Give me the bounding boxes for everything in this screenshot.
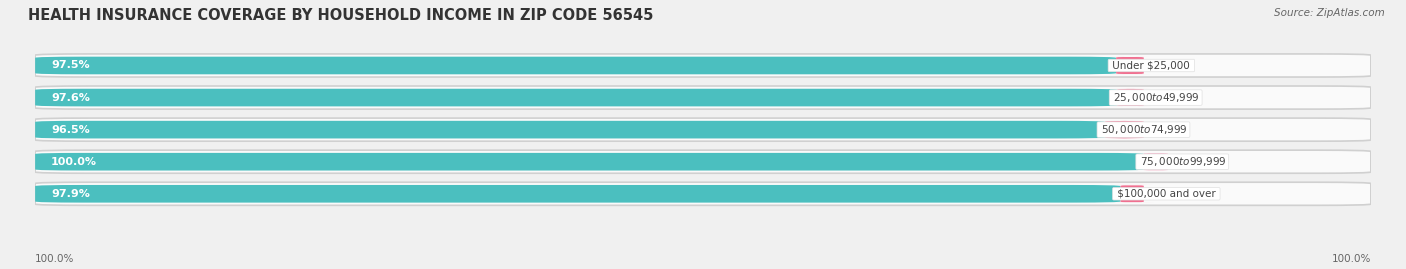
Text: HEALTH INSURANCE COVERAGE BY HOUSEHOLD INCOME IN ZIP CODE 56545: HEALTH INSURANCE COVERAGE BY HOUSEHOLD I… xyxy=(28,8,654,23)
Text: $50,000 to $74,999: $50,000 to $74,999 xyxy=(1098,123,1188,136)
FancyBboxPatch shape xyxy=(35,86,1371,109)
FancyBboxPatch shape xyxy=(35,185,1121,203)
Text: 96.5%: 96.5% xyxy=(51,125,90,135)
Text: $25,000 to $49,999: $25,000 to $49,999 xyxy=(1111,91,1201,104)
Text: 3.5%: 3.5% xyxy=(1160,125,1188,135)
FancyBboxPatch shape xyxy=(35,54,1371,77)
FancyBboxPatch shape xyxy=(1144,153,1168,171)
Text: 0.0%: 0.0% xyxy=(1160,157,1188,167)
Text: 97.5%: 97.5% xyxy=(51,61,90,70)
Text: 100.0%: 100.0% xyxy=(35,254,75,264)
Text: Source: ZipAtlas.com: Source: ZipAtlas.com xyxy=(1274,8,1385,18)
Text: $100,000 and over: $100,000 and over xyxy=(1114,189,1219,199)
Text: 97.9%: 97.9% xyxy=(51,189,90,199)
Text: 97.6%: 97.6% xyxy=(51,93,90,102)
FancyBboxPatch shape xyxy=(35,89,1118,106)
FancyBboxPatch shape xyxy=(1111,57,1150,74)
FancyBboxPatch shape xyxy=(35,118,1371,141)
Text: 2.4%: 2.4% xyxy=(1160,93,1188,102)
FancyBboxPatch shape xyxy=(35,182,1371,205)
FancyBboxPatch shape xyxy=(35,150,1371,173)
Text: Under $25,000: Under $25,000 xyxy=(1109,61,1194,70)
FancyBboxPatch shape xyxy=(1105,121,1144,139)
Text: 100.0%: 100.0% xyxy=(1331,254,1371,264)
Text: $75,000 to $99,999: $75,000 to $99,999 xyxy=(1137,155,1227,168)
FancyBboxPatch shape xyxy=(1111,89,1150,106)
FancyBboxPatch shape xyxy=(35,121,1105,139)
FancyBboxPatch shape xyxy=(35,153,1144,171)
FancyBboxPatch shape xyxy=(1111,185,1154,203)
Text: 100.0%: 100.0% xyxy=(51,157,97,167)
Text: 2.1%: 2.1% xyxy=(1160,189,1188,199)
FancyBboxPatch shape xyxy=(35,57,1116,74)
Text: 2.5%: 2.5% xyxy=(1160,61,1188,70)
